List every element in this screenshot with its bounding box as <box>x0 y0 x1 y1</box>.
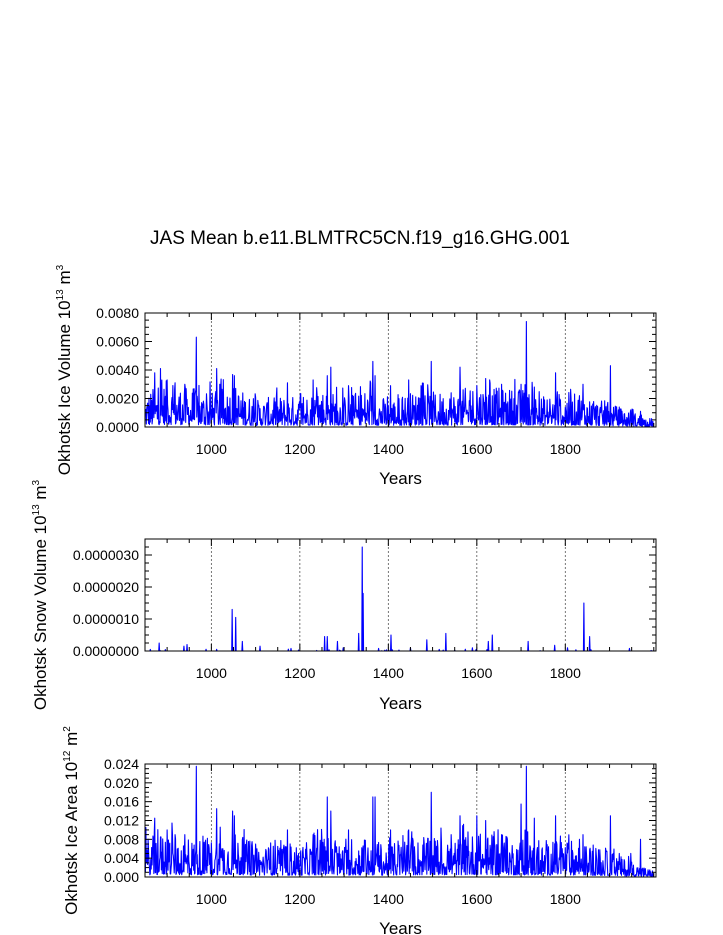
x-tick-label: 1200 <box>284 441 315 457</box>
series-line <box>144 320 654 428</box>
x-tick-label: 1200 <box>284 891 315 907</box>
x-tick-label: 1000 <box>196 891 227 907</box>
y-tick-label: 0.0080 <box>96 305 139 321</box>
y-tick-label: 0.0000010 <box>73 611 139 627</box>
y-tick-label: 0.0000020 <box>73 579 139 595</box>
x-tick-label: 1000 <box>196 441 227 457</box>
y-label-text: Okhotsk Snow Volume 10 <box>31 515 50 710</box>
y-label-text: Okhotsk Ice Volume 10 <box>55 300 74 475</box>
panels: 1000 1200 1400 1600 1800 0.0000 0.0020 0.0040 0.… <box>31 264 657 935</box>
y-tick-label: 0.0060 <box>96 334 139 350</box>
x-tick-label: 1400 <box>373 665 404 681</box>
x-tick-label: 1600 <box>461 665 492 681</box>
y-label-exp: 13 <box>55 289 66 301</box>
y-label-unit: m <box>55 270 74 289</box>
y-label-unit: m <box>31 485 50 504</box>
x-tick-label: 1800 <box>550 441 581 457</box>
y-tick-label: 0.008 <box>104 831 139 847</box>
y-label-unit-exp: 3 <box>55 264 66 270</box>
panel-2: 1000 1200 1400 1600 1800 0.0000000 0.0000010 0.… <box>31 479 657 713</box>
y-axis-label: Okhotsk Ice Volume 1013 m3 <box>55 264 74 475</box>
x-tick-label: 1400 <box>373 891 404 907</box>
y-label-exp: 13 <box>31 504 42 516</box>
x-tick-label: 1000 <box>196 665 227 681</box>
y-tick-label: 0.0020 <box>96 391 139 407</box>
plot-frame <box>144 538 657 652</box>
x-axis-label: Years <box>379 694 422 713</box>
y-label-unit: m <box>62 732 81 751</box>
x-tick-label: 1800 <box>550 891 581 907</box>
series-line <box>144 765 654 878</box>
x-tick-label: 1400 <box>373 441 404 457</box>
panel-1: 1000 1200 1400 1600 1800 0.0000 0.0020 0.0040 0.… <box>55 264 657 488</box>
x-tick-label: 1800 <box>550 665 581 681</box>
y-tick-label: 0.0000000 <box>73 643 139 659</box>
y-label-unit-exp: 2 <box>62 726 73 732</box>
x-tick-label: 1200 <box>284 665 315 681</box>
x-axis-label: Years <box>379 469 422 488</box>
series-line <box>144 546 654 652</box>
y-tick-label: 0.0000030 <box>73 547 139 563</box>
y-tick-label: 0.004 <box>104 850 139 866</box>
y-axis-label: Okhotsk Ice Area 1012 m2 <box>62 726 81 915</box>
y-label-exp: 12 <box>62 750 73 762</box>
y-label-text: Okhotsk Ice Area 10 <box>62 762 81 915</box>
y-tick-label: 0.016 <box>104 794 139 810</box>
x-tick-label: 1600 <box>461 441 492 457</box>
y-tick-label: 0.0000 <box>96 419 139 435</box>
figure-title: JAS Mean b.e11.BLMTRC5CN.f19_g16.GHG.001 <box>150 228 570 249</box>
y-tick-label: 0.024 <box>104 756 139 772</box>
y-label-unit-exp: 3 <box>31 479 42 485</box>
x-tick-label: 1600 <box>461 891 492 907</box>
y-axis-label: Okhotsk Snow Volume 1013 m3 <box>31 479 50 710</box>
y-tick-label: 0.012 <box>104 813 139 829</box>
y-tick-label: 0.0040 <box>96 362 139 378</box>
panel-3: 1000 1200 1400 1600 1800 0.000 0.004 0.008 0.012… <box>62 726 657 935</box>
y-tick-label: 0.000 <box>104 869 139 885</box>
x-axis-label: Years <box>379 919 422 935</box>
y-tick-label: 0.020 <box>104 775 139 791</box>
